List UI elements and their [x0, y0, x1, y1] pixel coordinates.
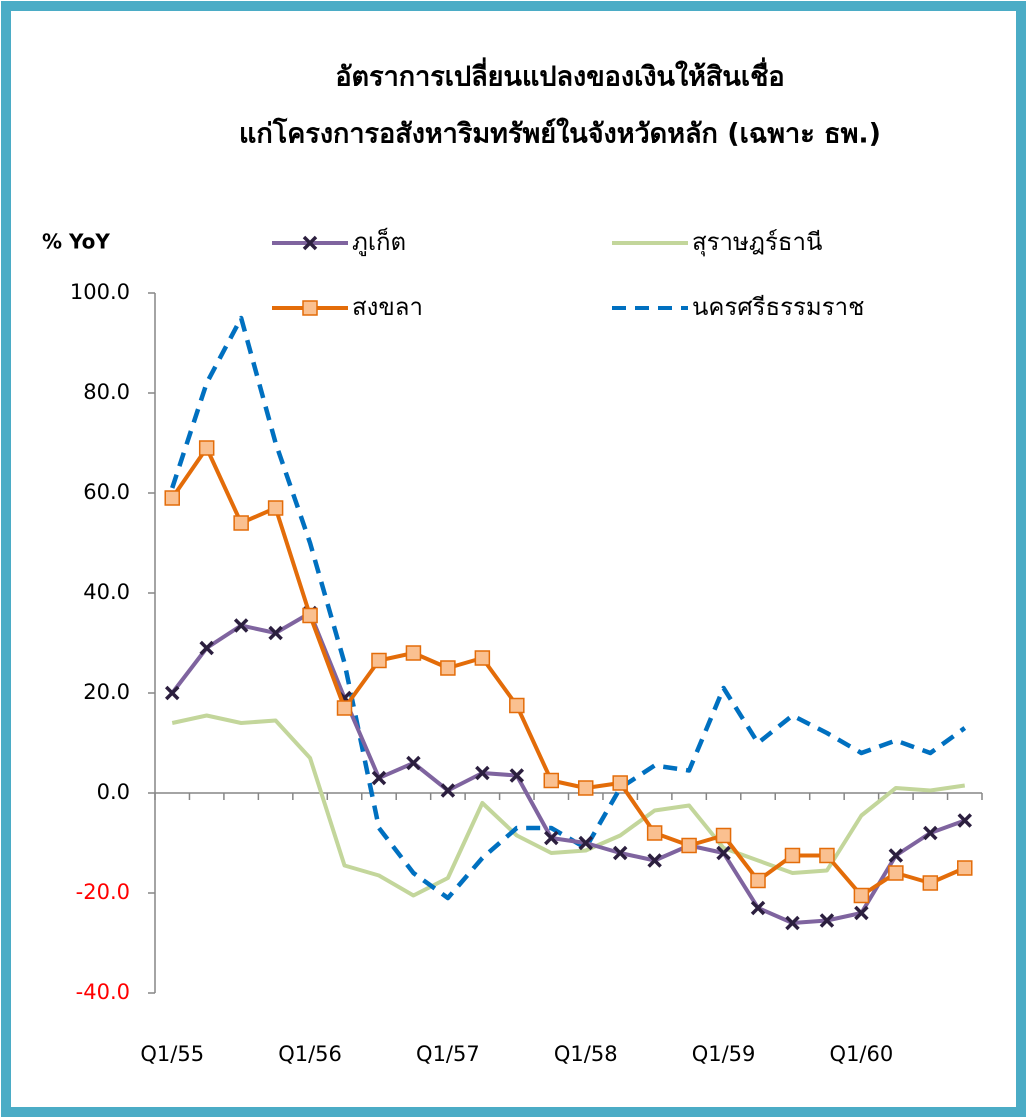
marker [198, 440, 215, 456]
marker [681, 837, 697, 854]
marker [406, 755, 421, 771]
marker [647, 853, 662, 868]
marker [612, 775, 628, 791]
x-tick-label: Q1/57 [416, 1042, 480, 1066]
legend-marker [302, 235, 318, 251]
chart-title: อัตราการเปลี่ยนแปลงของเงินให้สินเชื่อ [335, 57, 784, 93]
marker [474, 650, 491, 666]
marker [509, 697, 525, 714]
marker [888, 865, 904, 881]
marker [405, 645, 422, 661]
marker [233, 618, 249, 633]
series-line [170, 315, 967, 901]
y-tick-label: -40.0 [76, 980, 130, 1004]
marker [750, 872, 766, 889]
marker [922, 875, 939, 891]
y-tick-label: 40.0 [83, 580, 130, 604]
y-tick-label: 80.0 [83, 380, 130, 404]
x-tick-label: Q1/56 [278, 1042, 342, 1066]
marker [853, 887, 870, 904]
y-axis-label: % YoY [42, 230, 110, 254]
marker [854, 905, 869, 921]
marker [716, 845, 731, 861]
marker [612, 845, 628, 861]
marker [509, 768, 525, 783]
legend-label: สงขลา [352, 293, 423, 321]
marker [268, 625, 283, 641]
legend-label: สุราษฎร์ธานี [692, 228, 822, 257]
y-tick-label: 20.0 [83, 680, 130, 704]
marker [233, 515, 249, 531]
marker [819, 913, 835, 928]
x-tick-label: Q1/58 [554, 1042, 618, 1066]
marker [440, 783, 456, 798]
marker [957, 860, 973, 876]
marker [371, 770, 387, 786]
y-tick-label: 100.0 [70, 280, 130, 304]
marker [543, 772, 560, 789]
marker [785, 915, 800, 931]
marker [750, 900, 766, 916]
legend-label: ภูเก็ต [352, 227, 406, 257]
chart-title: แก่โครงการอสังหาริมทรัพย์ในจังหวัดหลัก (… [239, 117, 881, 150]
legend-label: นครศรีธรรมราช [692, 293, 864, 321]
marker [371, 652, 387, 669]
x-tick-label: Q1/59 [692, 1042, 756, 1066]
marker [957, 813, 973, 828]
marker [544, 830, 559, 846]
marker [199, 640, 214, 656]
marker [164, 490, 180, 506]
x-tick-label: Q1/60 [830, 1042, 894, 1066]
x-tick-label: Q1/55 [140, 1042, 204, 1066]
marker [578, 835, 593, 851]
marker [715, 827, 732, 844]
marker [888, 848, 904, 863]
marker [336, 700, 353, 716]
marker [819, 847, 835, 864]
y-tick-label: 60.0 [83, 480, 130, 504]
marker [923, 825, 938, 841]
y-tick-label: 0.0 [97, 780, 130, 804]
marker [475, 765, 490, 781]
marker [577, 780, 594, 796]
marker [646, 825, 663, 841]
marker [267, 500, 284, 516]
marker [784, 847, 801, 864]
marker [302, 607, 318, 624]
marker [440, 660, 456, 676]
y-tick-label: -20.0 [76, 880, 130, 904]
marker [164, 685, 180, 701]
legend-marker [302, 300, 318, 316]
